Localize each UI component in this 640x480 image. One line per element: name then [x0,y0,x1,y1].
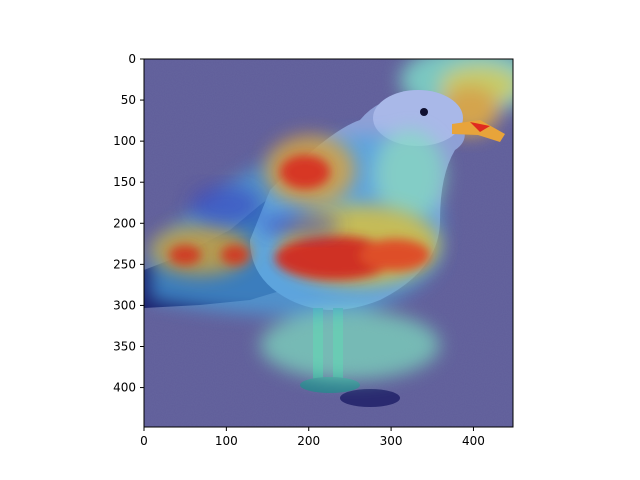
y-tick-label: 400 [113,381,136,395]
attention-overlay [150,130,445,380]
y-tick-label: 250 [113,257,136,271]
y-tick-label: 350 [113,340,136,354]
x-tick-label: 300 [380,434,403,448]
heatmap-image [144,59,513,427]
y-tick-label: 150 [113,175,136,189]
seagull-head [373,90,463,146]
seagull-beak [452,120,505,142]
x-tick-label: 400 [462,434,485,448]
x-axis: 0 100 200 300 400 [140,427,485,448]
y-tick-label: 300 [113,298,136,312]
y-axis: 0 50 100 150 200 250 300 350 400 [113,52,144,395]
x-tick-label: 0 [140,434,148,448]
x-tick-label: 100 [215,434,238,448]
plot-frame [143,58,514,428]
y-tick-label: 50 [121,93,136,107]
y-tick-label: 200 [113,216,136,230]
seagull-eye [420,108,428,116]
y-tick-label: 0 [128,52,136,66]
y-tick-label: 100 [113,134,136,148]
x-tick-label: 200 [297,434,320,448]
